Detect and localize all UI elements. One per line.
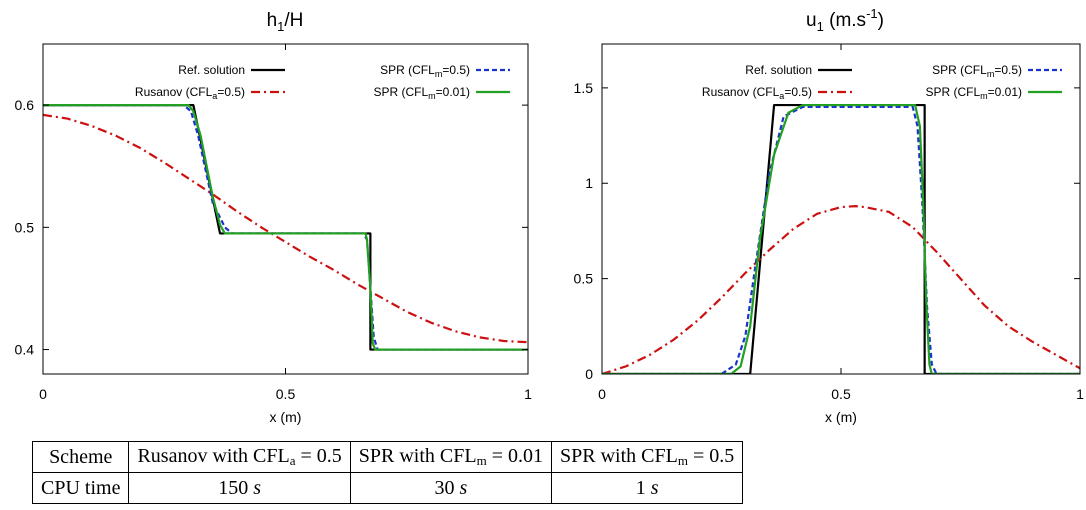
x-tick-label: 0	[39, 386, 47, 402]
x-tick-label: 1	[524, 386, 532, 402]
legend-label-4: SPR (CFLm=0.01)	[925, 85, 1022, 101]
time-unit: s	[253, 476, 261, 499]
table-cell-time-spr-001: 30 s	[349, 472, 553, 504]
table-row-cpu-time: CPU time 150 s 30 s 1 s	[31, 472, 744, 504]
legend-label-2: Rusanov (CFLa=0.5)	[135, 85, 245, 101]
legend-label-4: SPR (CFLm=0.01)	[373, 85, 470, 101]
table-row-scheme: Scheme Rusanov with CFLa = 0.5 SPR with …	[31, 441, 744, 473]
scheme-text: SPR with CFL	[560, 445, 678, 467]
scheme-subscript: m	[677, 453, 688, 468]
table-header-scheme: Scheme	[31, 441, 130, 473]
y-tick-label: 0.5	[15, 219, 35, 235]
cpu-time-table: Scheme Rusanov with CFLa = 0.5 SPR with …	[31, 441, 744, 504]
table-cell-scheme-spr-001: SPR with CFLm = 0.01	[349, 441, 553, 473]
series-line-4	[602, 103, 1080, 374]
x-tick-label: 0.5	[831, 386, 851, 402]
x-axis-label: x (m)	[270, 409, 302, 425]
chart-1: h1/H 0 0.5 1 0.4 0.5 0.6 x (m) Ref. solution Rusa…	[15, 10, 533, 425]
table-cell-scheme-rusanov: Rusanov with CFLa = 0.5	[128, 441, 351, 473]
scheme-text: SPR with CFL	[358, 445, 477, 467]
x-tick-label: 0.5	[276, 386, 296, 402]
time-unit: s	[650, 476, 659, 499]
chart-title: h1/H	[267, 10, 304, 34]
figure: h1/H 0 0.5 1 0.4 0.5 0.6 x (m) Ref. solution Rusa…	[15, 6, 1085, 425]
series-line-2	[602, 205, 1080, 374]
series-line-2	[43, 113, 528, 344]
scheme-subscript: a	[289, 453, 296, 468]
y-tick-label: 1	[585, 175, 593, 191]
series-line-3	[602, 105, 1080, 374]
x-axis-label: x (m)	[825, 409, 857, 425]
time-unit: s	[459, 476, 468, 499]
legend-label-1: Ref. solution	[178, 63, 245, 77]
chart-title: u1 (m.s-1)	[806, 6, 884, 34]
chart-2: u1 (m.s-1) 0 0.5 1 0 0.5 1 1.5 x (m) Ref. solutio…	[574, 6, 1085, 425]
scheme-value: = 0.5	[295, 445, 342, 467]
legend-label-1: Ref. solution	[745, 63, 812, 77]
scheme-value: = 0.01	[486, 445, 543, 467]
table-cell-time-spr-05: 1 s	[550, 472, 744, 504]
legend-label-3: SPR (CFLm=0.5)	[380, 63, 470, 79]
time-value: 30	[434, 476, 455, 499]
y-tick-label: 0.5	[574, 271, 594, 287]
y-tick-label: 1.5	[574, 80, 594, 96]
series-line-1	[43, 104, 528, 351]
time-value: 150	[218, 476, 249, 499]
time-value: 1	[635, 476, 646, 499]
x-tick-label: 1	[1076, 386, 1084, 402]
y-tick-label: 0	[585, 366, 593, 382]
legend-label-3: SPR (CFLm=0.5)	[932, 63, 1022, 79]
x-tick-label: 0	[598, 386, 606, 402]
series-line-3	[43, 104, 528, 351]
y-tick-label: 0.4	[15, 342, 35, 358]
scheme-value: = 0.5	[687, 445, 735, 467]
scheme-subscript: m	[476, 453, 487, 468]
series-line-1	[602, 103, 1080, 374]
legend-label-2: Rusanov (CFLa=0.5)	[702, 85, 812, 101]
table-header-cpu-time: CPU time	[31, 472, 130, 504]
series-line-4	[43, 104, 528, 351]
table-cell-time-rusanov: 150 s	[128, 472, 351, 504]
scheme-text: Rusanov with CFL	[137, 445, 290, 467]
y-tick-label: 0.6	[15, 97, 35, 113]
table-cell-scheme-spr-05: SPR with CFLm = 0.5	[550, 441, 744, 473]
